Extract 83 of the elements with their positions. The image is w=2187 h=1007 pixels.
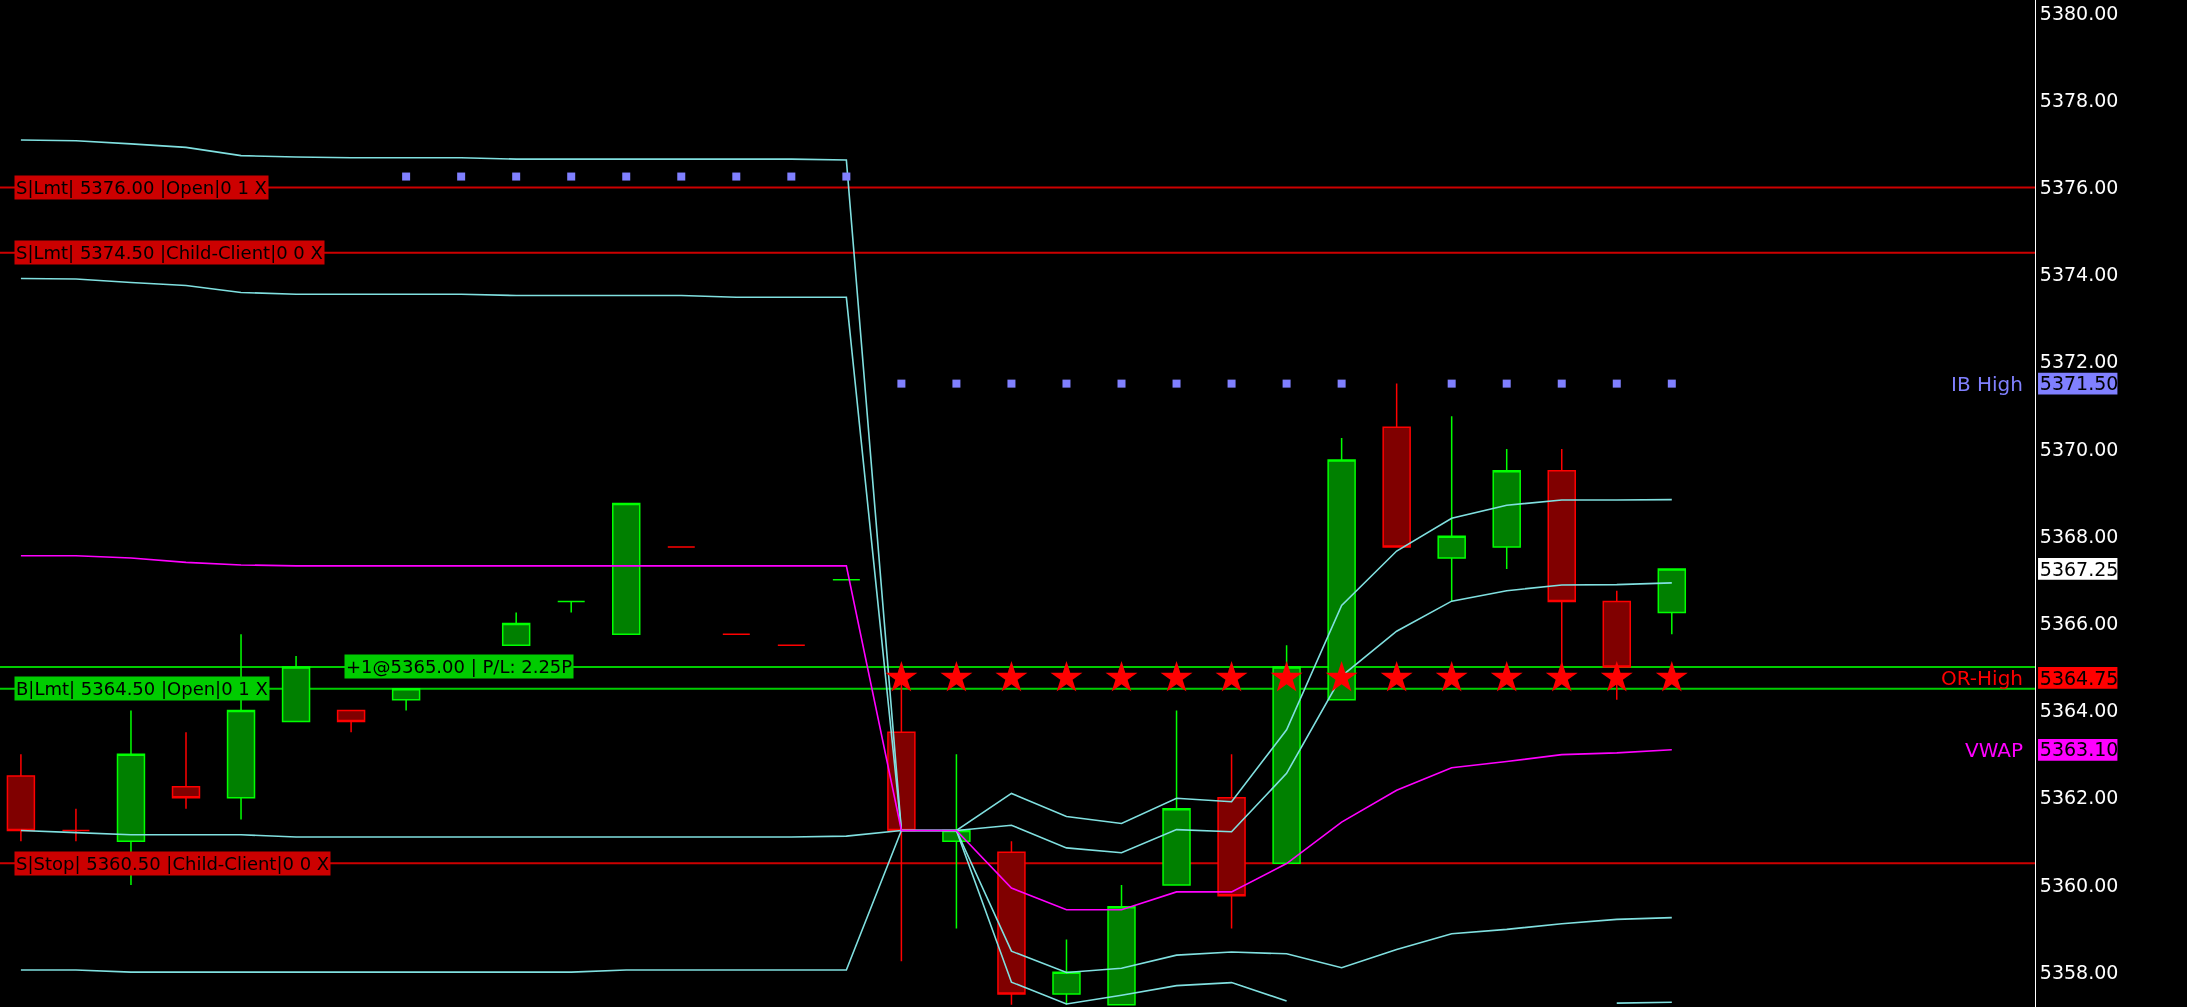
y-tick-label: 5358.00 [2039,960,2119,983]
point [842,172,851,181]
y-tick-label: 5376.00 [2039,176,2119,199]
point [1655,661,1688,692]
point [1270,661,1303,692]
candlestick [1492,448,1521,570]
candlestick [501,611,531,646]
legend-label: IB High [1951,372,2023,396]
y-tick-label: 5367.25 [2039,557,2119,580]
point [1325,661,1358,692]
point [995,661,1028,692]
candlestick [336,709,366,734]
point [787,172,796,181]
candlestick [171,731,201,810]
y-tick-label: 5378.00 [2039,88,2119,111]
y-tick-label: 5366.00 [2039,612,2119,635]
ref-line-label: +1@5365.00 | P/L: 2.25P [346,656,573,677]
point [512,172,521,181]
point [677,172,686,181]
y-tick-label: 5380.00 [2039,1,2119,24]
point [402,172,411,181]
point [1050,661,1083,692]
point [1557,379,1566,388]
point [1667,379,1676,388]
point [1215,661,1248,692]
point [1380,661,1413,692]
point [1160,661,1193,692]
ref-line-label: S|Stop| 5360.50 |Child-Client|0 0 X [16,853,330,874]
y-tick-label: 5370.00 [2039,437,2119,460]
candlestick [391,688,421,712]
point [1117,379,1126,388]
y-tick-label: 5362.00 [2039,786,2119,809]
candlestick [61,807,91,843]
point [1600,661,1633,692]
point [885,661,918,692]
candlestick [1602,589,1632,701]
candlestick [6,753,36,843]
ref-line-label: B|Lmt| 5364.50 |Open|0 1 X [16,678,268,699]
point [567,172,576,181]
point [1502,379,1511,388]
point [1062,379,1071,388]
point [1545,661,1578,692]
point [1435,661,1468,692]
point [940,661,973,692]
y-tick-label: 5371.50 [2039,372,2119,395]
candlestick [1107,884,1136,1006]
candlestick [722,633,751,636]
point [1227,379,1236,388]
point [1612,379,1621,388]
y-tick-label: 5363.10 [2039,738,2119,761]
y-tick-label: 5360.00 [2039,873,2119,896]
point [732,172,741,181]
y-tick-label: 5364.75 [2039,666,2119,689]
point [952,379,961,388]
point [897,379,906,388]
y-tick-label: 5374.00 [2039,263,2119,286]
candlestick [1052,938,1081,1006]
point [1007,379,1016,388]
legend-label: OR-High [1941,666,2024,690]
point [1105,661,1138,692]
point [1172,379,1181,388]
point [1447,379,1456,388]
point [1282,379,1291,388]
legend-label: VWAP [1965,738,2024,762]
point [1337,379,1346,388]
candlestick [281,655,311,723]
point [457,172,466,181]
candlestick [1217,753,1246,930]
ref-line-label: S|Lmt| 5376.00 |Open|0 1 X [16,177,267,198]
candlestick [1272,644,1301,864]
candlestick [1162,709,1191,886]
y-tick-label: 5368.00 [2039,524,2119,547]
point [622,172,631,181]
candlestick [1437,415,1466,603]
y-tick-label: 5364.00 [2039,699,2119,722]
candlestick [612,502,641,636]
candlestick [1382,382,1411,548]
candlestick [556,600,586,614]
y-tick-label: 5372.00 [2039,350,2119,373]
candlestick [1657,568,1687,636]
point [1490,661,1523,692]
ref-line-label: S|Lmt| 5374.50 |Child-Client|0 0 X [16,242,323,263]
candlestick [997,840,1026,1006]
